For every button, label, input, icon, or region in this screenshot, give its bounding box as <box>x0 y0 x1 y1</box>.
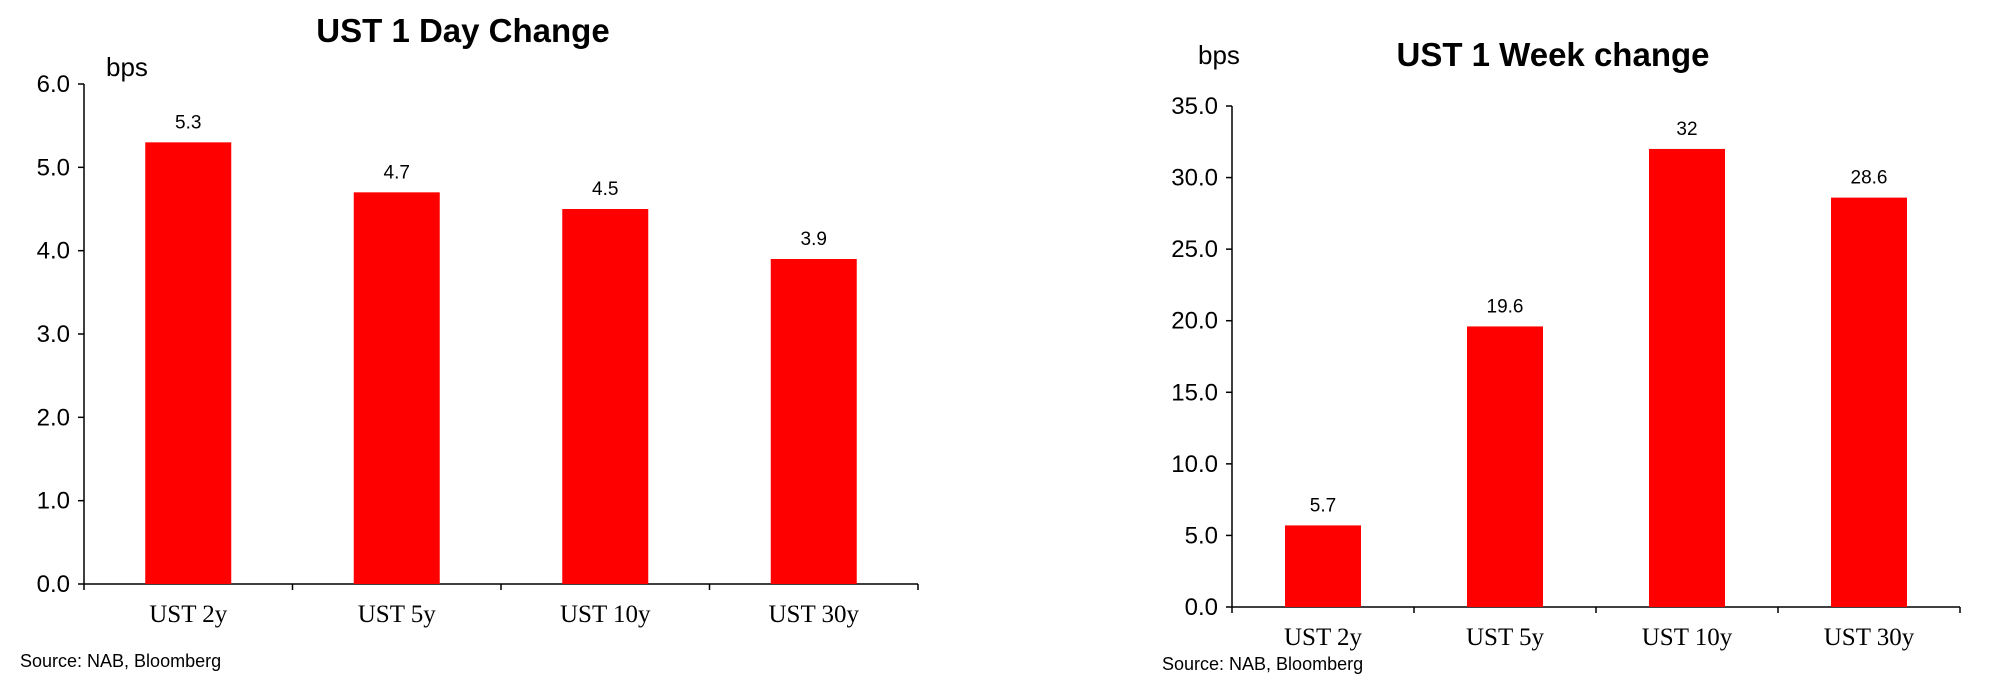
x-category-label: UST 30y <box>1824 624 1915 651</box>
y-tick-label: 0.0 <box>37 571 70 598</box>
x-category-label: UST 2y <box>1284 624 1363 651</box>
x-category-label: UST 5y <box>1466 624 1545 651</box>
chart-title: UST 1 Day Change <box>316 12 609 49</box>
data-label: 5.3 <box>175 112 201 133</box>
data-label: 5.7 <box>1310 495 1336 516</box>
y-tick-label: 20.0 <box>1171 308 1218 335</box>
x-category-label: UST 5y <box>358 601 437 628</box>
y-tick-label: 6.0 <box>37 71 70 98</box>
x-category-label: UST 10y <box>560 601 651 628</box>
x-category-label: UST 30y <box>768 601 859 628</box>
y-tick-label: 5.0 <box>37 154 70 181</box>
chart-1-week-change: UST 1 Week change bps Source: NAB, Bloom… <box>1110 0 2000 693</box>
y-tick-label: 35.0 <box>1171 93 1218 120</box>
bar <box>770 259 857 584</box>
y-tick-label: 10.0 <box>1171 451 1218 478</box>
source-note: Source: NAB, Bloomberg <box>20 651 221 671</box>
y-unit-label: bps <box>1198 40 1240 70</box>
data-label: 3.9 <box>801 229 827 250</box>
bar <box>1831 197 1907 607</box>
source-note: Source: NAB, Bloomberg <box>1162 654 1363 674</box>
data-label: 19.6 <box>1487 296 1524 317</box>
chart-1-day-change: UST 1 Day Change bps Source: NAB, Bloomb… <box>20 12 919 671</box>
y-tick-label: 15.0 <box>1171 379 1218 406</box>
y-tick-label: 25.0 <box>1171 236 1218 263</box>
bar <box>1467 326 1543 607</box>
chart-1-svg: UST 1 Day Change bps Source: NAB, Bloomb… <box>20 12 919 671</box>
x-category-label: UST 10y <box>1642 624 1733 651</box>
y-tick-label: 1.0 <box>37 488 70 515</box>
y-tick-label: 30.0 <box>1171 165 1218 192</box>
data-label: 32 <box>1676 119 1697 140</box>
bar <box>562 209 649 584</box>
y-tick-label: 5.0 <box>1185 522 1218 549</box>
y-tick-label: 0.0 <box>1185 594 1218 621</box>
y-tick-label: 4.0 <box>37 238 70 265</box>
data-label: 4.7 <box>384 162 410 183</box>
data-label: 28.6 <box>1851 168 1888 189</box>
bar <box>1285 525 1361 607</box>
y-tick-label: 2.0 <box>37 404 70 431</box>
x-category-label: UST 2y <box>149 601 228 628</box>
y-tick-label: 3.0 <box>37 321 70 348</box>
y-unit-label: bps <box>106 52 148 82</box>
chart-title: UST 1 Week change <box>1396 36 1709 73</box>
bar <box>353 192 440 585</box>
chart-2-svg: UST 1 Week change bps Source: NAB, Bloom… <box>1162 36 1961 674</box>
bar <box>145 142 232 585</box>
data-label: 4.5 <box>592 179 618 200</box>
bar <box>1649 148 1725 607</box>
